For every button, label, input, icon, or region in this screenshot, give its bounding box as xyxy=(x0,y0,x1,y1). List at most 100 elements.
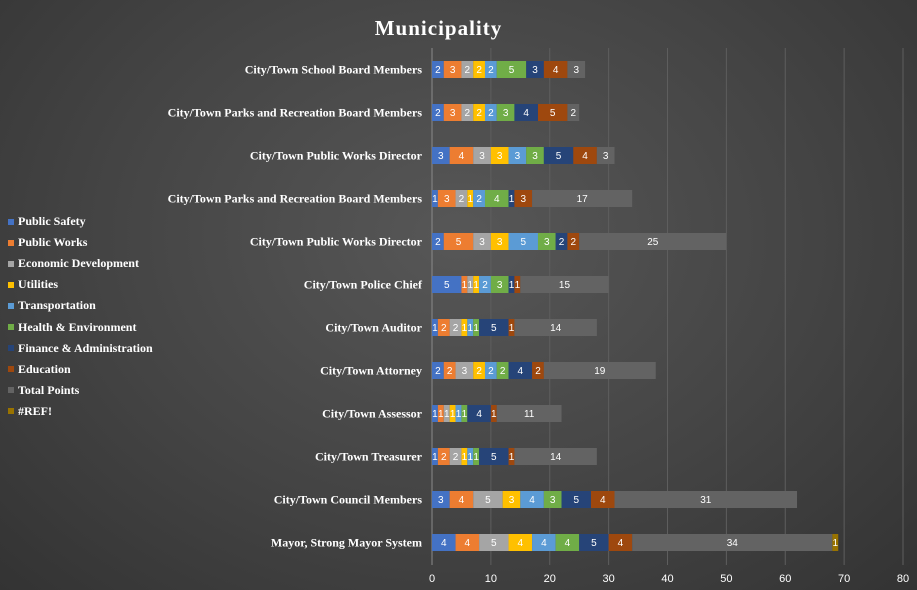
data-label: 1 xyxy=(462,323,468,334)
legend-item: #REF! xyxy=(8,401,153,422)
data-label: 1 xyxy=(462,280,468,291)
chart-title: Municipality xyxy=(374,16,503,40)
bar-segment xyxy=(449,405,456,422)
legend-swatch xyxy=(8,260,14,267)
legend-item: Utilities xyxy=(8,274,153,295)
bar-segment xyxy=(520,491,544,508)
data-label: 1 xyxy=(491,409,497,420)
data-label: 25 xyxy=(647,237,659,248)
data-label: 1 xyxy=(473,452,479,463)
category-label: City/Town Parks and Recreation Board Mem… xyxy=(168,192,423,206)
x-tick-label: 60 xyxy=(779,573,791,585)
bar-segment xyxy=(496,362,509,379)
legend-label: #REF! xyxy=(18,403,52,418)
bar-segment xyxy=(443,405,450,422)
bar-segment xyxy=(443,362,456,379)
bar-segment xyxy=(432,448,438,465)
bar-segment xyxy=(473,104,485,121)
legend-item: Public Works xyxy=(8,232,153,253)
data-label: 3 xyxy=(479,237,485,248)
data-label: 1 xyxy=(438,409,444,420)
bar-segment xyxy=(561,491,591,508)
bar-segment xyxy=(473,319,480,336)
bar-segment xyxy=(508,233,538,250)
legend-label: Transportation xyxy=(18,298,96,313)
data-label: 1 xyxy=(432,194,438,205)
bar-segment xyxy=(449,147,474,164)
data-label: 2 xyxy=(476,194,482,205)
data-label: 3 xyxy=(573,65,579,76)
legend-swatch xyxy=(8,239,14,246)
data-label: 4 xyxy=(618,538,624,549)
bar-segment xyxy=(567,61,586,78)
data-label: 5 xyxy=(491,538,497,549)
bar-segment xyxy=(608,534,633,551)
bar-segment xyxy=(543,362,656,379)
data-label: 1 xyxy=(515,280,521,291)
data-label: 11 xyxy=(524,409,535,420)
data-label: 1 xyxy=(432,409,438,420)
data-label: 3 xyxy=(479,151,485,162)
bar-segment xyxy=(579,534,609,551)
bar-segment xyxy=(508,276,515,293)
bar-segment xyxy=(473,147,491,164)
bar-segment xyxy=(437,190,456,207)
data-label: 1 xyxy=(509,280,515,291)
bar-segment xyxy=(514,448,597,465)
x-tick-label: 50 xyxy=(720,573,732,585)
data-label: 1 xyxy=(456,409,462,420)
data-label: 14 xyxy=(550,323,562,334)
legend-swatch xyxy=(8,408,14,415)
data-label: 3 xyxy=(603,151,609,162)
bar-segment xyxy=(532,362,544,379)
bar-segment xyxy=(514,104,538,121)
x-tick-label: 0 xyxy=(429,573,435,585)
data-label: 4 xyxy=(518,366,524,377)
data-label: 5 xyxy=(550,108,556,119)
data-label: 1 xyxy=(462,409,468,420)
data-label: 4 xyxy=(541,538,547,549)
data-label: 4 xyxy=(459,151,465,162)
bar-segment xyxy=(443,233,474,250)
data-label: 2 xyxy=(488,65,494,76)
bar-segment xyxy=(484,61,497,78)
bar-segment xyxy=(484,190,509,207)
legend-item: Transportation xyxy=(8,295,153,316)
data-label: 3 xyxy=(438,151,444,162)
category-label: City/Town Attorney xyxy=(320,364,422,378)
bar-segment xyxy=(484,362,497,379)
bar-segment xyxy=(473,276,480,293)
bar-segment xyxy=(555,233,568,250)
data-label: 1 xyxy=(833,538,839,549)
data-label: 4 xyxy=(553,65,559,76)
bar-segment xyxy=(490,405,497,422)
bar-segment xyxy=(432,147,450,164)
data-label: 19 xyxy=(594,366,606,377)
data-label: 2 xyxy=(482,280,488,291)
bar-segment xyxy=(437,319,450,336)
data-label: 2 xyxy=(453,323,459,334)
bar-segment xyxy=(437,448,450,465)
legend-swatch xyxy=(8,324,14,331)
data-label: 2 xyxy=(453,452,459,463)
category-label: City/Town Council Members xyxy=(274,493,423,507)
bar-segment xyxy=(449,491,474,508)
data-label: 2 xyxy=(488,108,494,119)
legend-swatch xyxy=(8,345,14,352)
bar-segment xyxy=(832,534,839,551)
data-label: 4 xyxy=(582,151,588,162)
data-label: 3 xyxy=(503,108,509,119)
legend-item: Total Points xyxy=(8,380,153,401)
data-label: 2 xyxy=(559,237,565,248)
data-label: 3 xyxy=(520,194,526,205)
legend-swatch xyxy=(8,281,14,288)
bar-segment xyxy=(479,534,509,551)
x-tick-label: 30 xyxy=(603,573,615,585)
bar-segment xyxy=(543,491,562,508)
data-label: 1 xyxy=(444,409,450,420)
data-label: 2 xyxy=(459,194,465,205)
data-label: 4 xyxy=(494,194,500,205)
bar-segment xyxy=(514,276,521,293)
bar-segment xyxy=(596,147,615,164)
data-label: 17 xyxy=(577,194,589,205)
